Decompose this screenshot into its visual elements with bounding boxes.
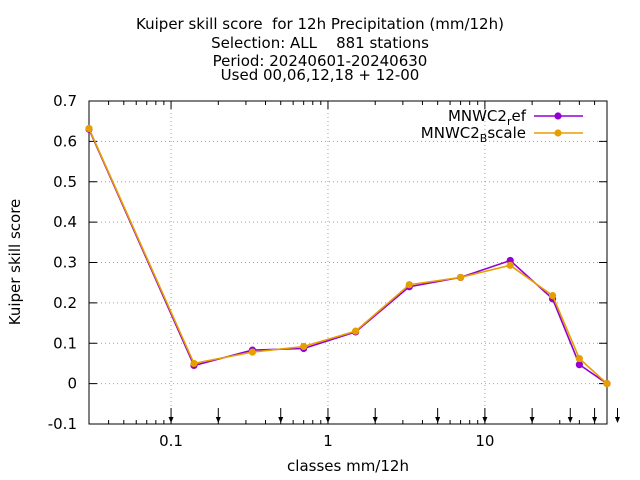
threshold-arrow-head (615, 417, 621, 423)
threshold-arrow-head (215, 417, 221, 423)
series-line-2 (88, 128, 608, 385)
series-2-point (603, 380, 611, 388)
class-threshold-arrows (168, 408, 621, 423)
chart-title-line-1: Kuiper skill score for 12h Precipitation… (136, 15, 504, 33)
y-tick-label: 0.7 (53, 92, 77, 110)
threshold-arrow-head (168, 417, 174, 423)
y-tick-label: -0.1 (48, 415, 77, 433)
series-2-point (506, 261, 514, 269)
threshold-arrow-head (435, 417, 441, 423)
series-2-point (190, 359, 198, 368)
threshold-arrow-head (529, 417, 535, 423)
axis-ticks: -0.1 0 0.1 0.2 0.3 0.4 0.5 0.6 0.7 0.1 1 10 (48, 92, 607, 450)
series-2-point (548, 292, 557, 300)
y-tick-label: 0.5 (53, 173, 77, 191)
chart-title-line-2: Selection: ALL 881 stations (211, 34, 429, 52)
y-tick-label: 0.1 (53, 334, 77, 352)
legend-marker-1 (554, 112, 562, 120)
series-2-point (85, 124, 93, 133)
series-line-1 (88, 128, 608, 385)
threshold-arrow-head (372, 417, 378, 423)
x-tick-label: 0.1 (159, 432, 183, 450)
x-tick-label: 1 (323, 432, 333, 450)
legend-marker-2 (554, 129, 562, 137)
series-2-point (300, 342, 308, 351)
legend-label-2: MNWC2Bscale (421, 124, 526, 145)
series-2-point (456, 273, 465, 282)
y-tick-label: 0.6 (53, 132, 77, 150)
y-axis-label: Kuiper skill score (6, 199, 24, 326)
series-2-point (352, 327, 360, 335)
series-1-point (575, 361, 583, 369)
legend-label-1: MNWC2ref (448, 107, 527, 128)
threshold-arrow-head (482, 417, 488, 423)
x-axis-label: classes mm/12h (287, 457, 409, 475)
series-2-point (575, 354, 583, 363)
series-2-point (405, 281, 413, 289)
threshold-arrow-head (592, 417, 598, 423)
threshold-arrow-head (278, 417, 284, 423)
grid-lines (89, 101, 607, 424)
y-tick-label: 0.2 (53, 294, 77, 312)
series-group (85, 124, 611, 388)
chart-title-line-4: Used 00,06,12,18 + 12-00 (220, 66, 420, 84)
y-tick-label: 0 (67, 375, 77, 393)
y-tick-label: 0.3 (53, 254, 77, 272)
threshold-arrow-head (567, 417, 573, 423)
threshold-arrow-head (325, 417, 331, 423)
series-2-point (248, 348, 257, 356)
chart-title-line-3: Period: 20240601-20240630 (212, 52, 428, 70)
y-tick-label: 0.4 (53, 213, 77, 231)
x-tick-label: 10 (475, 432, 494, 450)
